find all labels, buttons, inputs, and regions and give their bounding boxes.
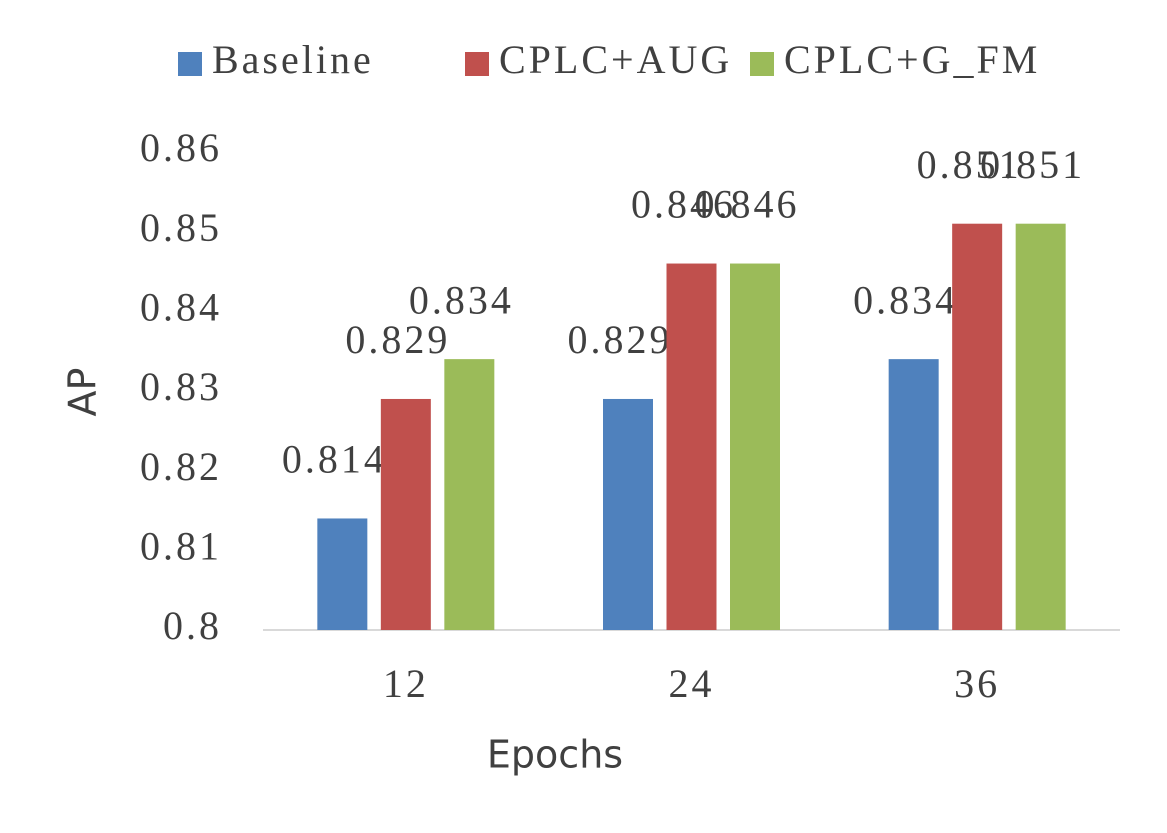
data-label: 0.846: [631, 182, 736, 227]
data-label: 0.851: [917, 142, 1022, 187]
y-axis-title: AP: [61, 368, 105, 417]
bar: [1015, 223, 1066, 630]
y-tick-label: 0.84: [140, 285, 222, 330]
legend-label: Baseline: [212, 37, 374, 82]
data-label: 0.814: [282, 437, 387, 482]
y-tick-label: 0.83: [140, 364, 222, 409]
bar: [952, 223, 1003, 630]
x-tick-label: 24: [669, 661, 715, 706]
legend-swatch: [750, 52, 774, 76]
legend-swatch: [465, 52, 489, 76]
legend-label: CPLC+AUG: [499, 37, 732, 82]
data-label: 0.829: [568, 317, 673, 362]
legend-label: CPLC+G_FM: [784, 37, 1040, 82]
y-tick-label: 0.82: [140, 444, 222, 489]
x-axis-title: Epochs: [487, 733, 623, 777]
data-label: 0.834: [409, 277, 514, 322]
data-label: 0.834: [853, 277, 958, 322]
y-tick-label: 0.85: [140, 205, 222, 250]
legend-swatch: [178, 52, 202, 76]
x-tick-label: 12: [383, 661, 429, 706]
data-label: 0.851: [980, 142, 1085, 187]
bar: [603, 398, 653, 630]
y-tick-label: 0.86: [140, 125, 222, 170]
y-tick-label: 0.8: [163, 603, 222, 648]
x-tick-label: 36: [954, 661, 1000, 706]
bar: [666, 263, 717, 630]
bar: [730, 263, 780, 630]
bar: [888, 359, 939, 630]
bar: [380, 398, 431, 630]
data-label: 0.829: [345, 317, 450, 362]
bar: [317, 518, 368, 630]
data-label: 0.846: [695, 182, 800, 227]
bar: [444, 359, 495, 630]
y-tick-label: 0.81: [140, 524, 222, 569]
